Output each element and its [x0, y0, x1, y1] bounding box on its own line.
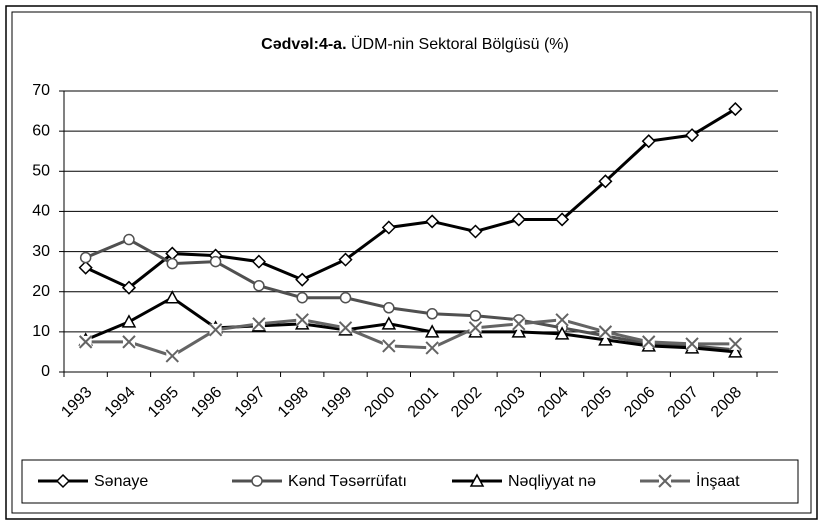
legend-label: Sənaye: [94, 473, 148, 490]
marker: [554, 326, 570, 340]
marker: [383, 302, 395, 314]
marker-x: [658, 474, 672, 488]
marker: [382, 339, 396, 353]
marker-x: [685, 337, 699, 351]
marker: [338, 321, 353, 335]
marker: [295, 272, 310, 287]
marker: [511, 212, 526, 227]
marker-x: [295, 313, 309, 327]
y-tick-label: 50: [32, 163, 50, 180]
marker-x: [468, 321, 483, 335]
series-line: [85, 318, 736, 358]
marker: [424, 324, 440, 338]
series-line: [85, 295, 736, 354]
marker: [338, 252, 353, 267]
marker: [598, 174, 613, 189]
marker: [381, 220, 396, 235]
title-prefix: Cədvəl:4-a.: [261, 36, 346, 53]
marker-x: [165, 349, 179, 363]
marker-x: [555, 313, 569, 327]
marker: [78, 260, 93, 275]
y-tick-label: 20: [32, 283, 50, 300]
marker: [55, 473, 71, 489]
marker-x: [728, 337, 743, 351]
marker: [658, 474, 672, 488]
marker: [469, 473, 485, 487]
marker: [555, 212, 570, 227]
marker: [642, 335, 656, 349]
y-tick-label: 70: [32, 82, 50, 99]
marker: [511, 324, 527, 338]
marker: [468, 321, 483, 335]
marker: [253, 279, 265, 292]
marker: [296, 291, 308, 304]
marker: [121, 314, 137, 328]
inner-frame: [11, 11, 812, 514]
y-tick-label: 60: [32, 122, 50, 139]
marker: [166, 257, 179, 270]
marker-x: [512, 317, 526, 331]
marker: [469, 310, 482, 322]
marker: [468, 224, 483, 239]
series-line: [85, 237, 736, 352]
marker: [684, 128, 700, 143]
marker: [251, 254, 266, 269]
marker: [728, 337, 743, 351]
marker-x: [425, 341, 439, 355]
marker: [79, 251, 92, 264]
series-line: [85, 107, 737, 290]
legend-box: [21, 459, 799, 504]
chart-title: Cədvəl:4-a. ÜDM-nin Sektoral Bölgüsü (%): [261, 35, 569, 53]
marker: [165, 290, 180, 304]
marker: [121, 280, 137, 295]
y-tick-label: 30: [32, 243, 50, 260]
marker: [208, 323, 223, 337]
marker: [78, 335, 93, 349]
marker: [252, 317, 266, 331]
marker-x: [252, 317, 266, 331]
marker-x: [598, 325, 613, 339]
legend-label: Nəqliyyat nə: [508, 473, 596, 490]
marker: [641, 134, 656, 149]
marker-x: [122, 335, 136, 349]
marker-x: [382, 339, 396, 353]
marker: [512, 317, 526, 331]
marker: [165, 349, 179, 363]
marker: [295, 313, 309, 327]
marker: [209, 255, 222, 268]
marker: [555, 313, 569, 327]
title-text: ÜDM-nin Sektoral Bölgüsü (%): [351, 35, 569, 53]
marker: [728, 344, 743, 358]
marker-x: [78, 335, 93, 349]
marker: [251, 475, 263, 487]
legend-label: Kənd Təsərrüfatı: [288, 473, 407, 490]
marker: [381, 316, 397, 330]
marker: [685, 337, 699, 351]
marker-x: [338, 321, 353, 335]
marker: [426, 308, 438, 320]
outer-frame: [5, 5, 818, 520]
marker: [339, 291, 352, 304]
marker: [123, 233, 135, 246]
marker-x: [642, 335, 656, 349]
marker: [425, 214, 440, 229]
y-tick-label: 10: [32, 323, 50, 340]
marker: [425, 341, 439, 355]
marker-x: [208, 323, 223, 337]
y-tick-label: 40: [32, 203, 50, 220]
legend-label: İnşaat: [696, 471, 740, 490]
marker: [598, 332, 613, 346]
marker: [598, 325, 613, 339]
marker: [122, 335, 136, 349]
marker: [728, 102, 743, 117]
y-tick-label: 0: [41, 363, 50, 380]
